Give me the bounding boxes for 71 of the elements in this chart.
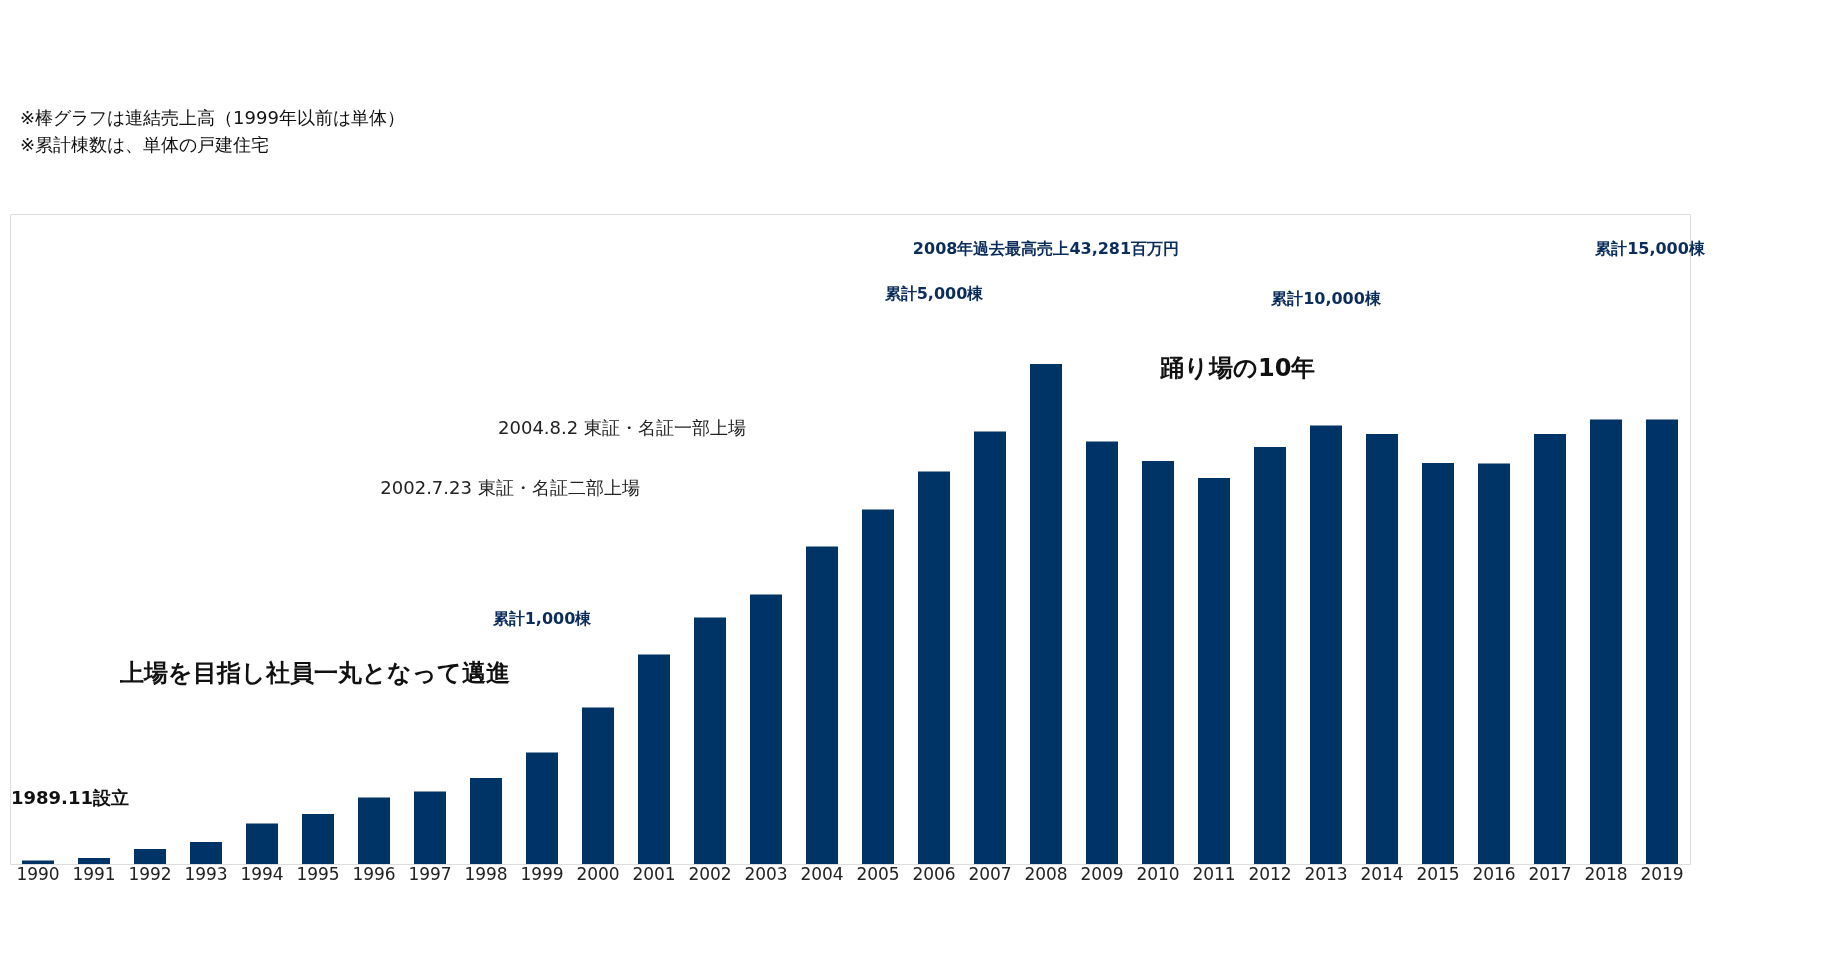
x-tick-label: 2016: [1472, 863, 1516, 884]
bar: [246, 823, 278, 864]
x-tick-label: 2004: [800, 863, 844, 884]
bar: [78, 858, 110, 864]
x-tick-label: 2012: [1248, 863, 1292, 884]
x-tick-label: 2019: [1640, 863, 1684, 884]
x-tick-label: 1990: [16, 863, 60, 884]
bar: [1086, 441, 1118, 864]
x-tick-label: 2000: [576, 863, 620, 884]
x-tick-label: 1992: [128, 863, 172, 884]
text: ※棒グラフは連結売上高（1999年以前は単体）: [20, 107, 405, 128]
bar: [190, 842, 222, 864]
x-tick-label: 1999: [520, 863, 564, 884]
bar: [414, 791, 446, 864]
bar: [638, 654, 670, 864]
x-tick-label: 1991: [72, 863, 116, 884]
x-tick-label: 1994: [240, 863, 284, 884]
bar: [526, 752, 558, 864]
bar: [358, 797, 390, 864]
bar: [918, 471, 950, 864]
x-tick-label: 2010: [1136, 863, 1180, 884]
annotation: 踊り場の10年: [1159, 354, 1316, 382]
text: 累計5,000棟: [883, 284, 985, 303]
bar: [694, 617, 726, 864]
x-tick-label: 1993: [184, 863, 228, 884]
x-tick-label: 2011: [1192, 863, 1236, 884]
bar: [1254, 447, 1286, 864]
bar: [1534, 434, 1566, 864]
bar: [974, 431, 1006, 864]
bar: [1310, 425, 1342, 864]
x-tick-label: 2001: [632, 863, 676, 884]
annotation: 累計1,000棟: [491, 609, 593, 628]
x-tick-label: 2005: [856, 863, 900, 884]
x-tick-label: 2007: [968, 863, 1012, 884]
bar: [806, 546, 838, 864]
x-tick-label: 2015: [1416, 863, 1460, 884]
x-tick-label: 2006: [912, 863, 956, 884]
text: 累計10,000棟: [1270, 289, 1382, 308]
bar: [1142, 461, 1174, 864]
bar: [1590, 419, 1622, 864]
x-tick-label: 2008: [1024, 863, 1068, 884]
bar: [470, 778, 502, 864]
x-tick-label: 1998: [464, 863, 508, 884]
annotation: 2002.7.23 東証・名証二部上場: [380, 477, 640, 498]
x-tick-label: 2018: [1584, 863, 1628, 884]
bar: [582, 707, 614, 864]
annotation: 1989.11設立: [11, 787, 129, 808]
bar: [1422, 463, 1454, 864]
bar: [1030, 364, 1062, 864]
bar: [134, 849, 166, 864]
text: ※累計棟数は、単体の戸建住宅: [20, 134, 270, 155]
bar: [1478, 463, 1510, 864]
annotation: 2004.8.2 東証・名証一部上場: [498, 417, 746, 438]
x-tick-label: 1997: [408, 863, 452, 884]
annotation: 上場を目指し社員一丸となって邁進: [119, 659, 510, 687]
x-tick-label: 2002: [688, 863, 732, 884]
bar: [862, 509, 894, 864]
x-tick-label: 1995: [296, 863, 340, 884]
x-tick-label: 1996: [352, 863, 396, 884]
x-tick-label: 2003: [744, 863, 788, 884]
bar: [1646, 419, 1678, 864]
text: 累計15,000棟: [1594, 239, 1706, 258]
text: 2008年過去最高売上43,281百万円: [912, 239, 1180, 258]
x-tick-label: 2017: [1528, 863, 1572, 884]
bar: [302, 814, 334, 864]
x-tick-label: 2009: [1080, 863, 1124, 884]
bar: [1198, 478, 1230, 864]
bar: [1366, 434, 1398, 864]
x-tick-label: 2014: [1360, 863, 1404, 884]
x-tick-label: 2013: [1304, 863, 1348, 884]
bar: [750, 594, 782, 864]
